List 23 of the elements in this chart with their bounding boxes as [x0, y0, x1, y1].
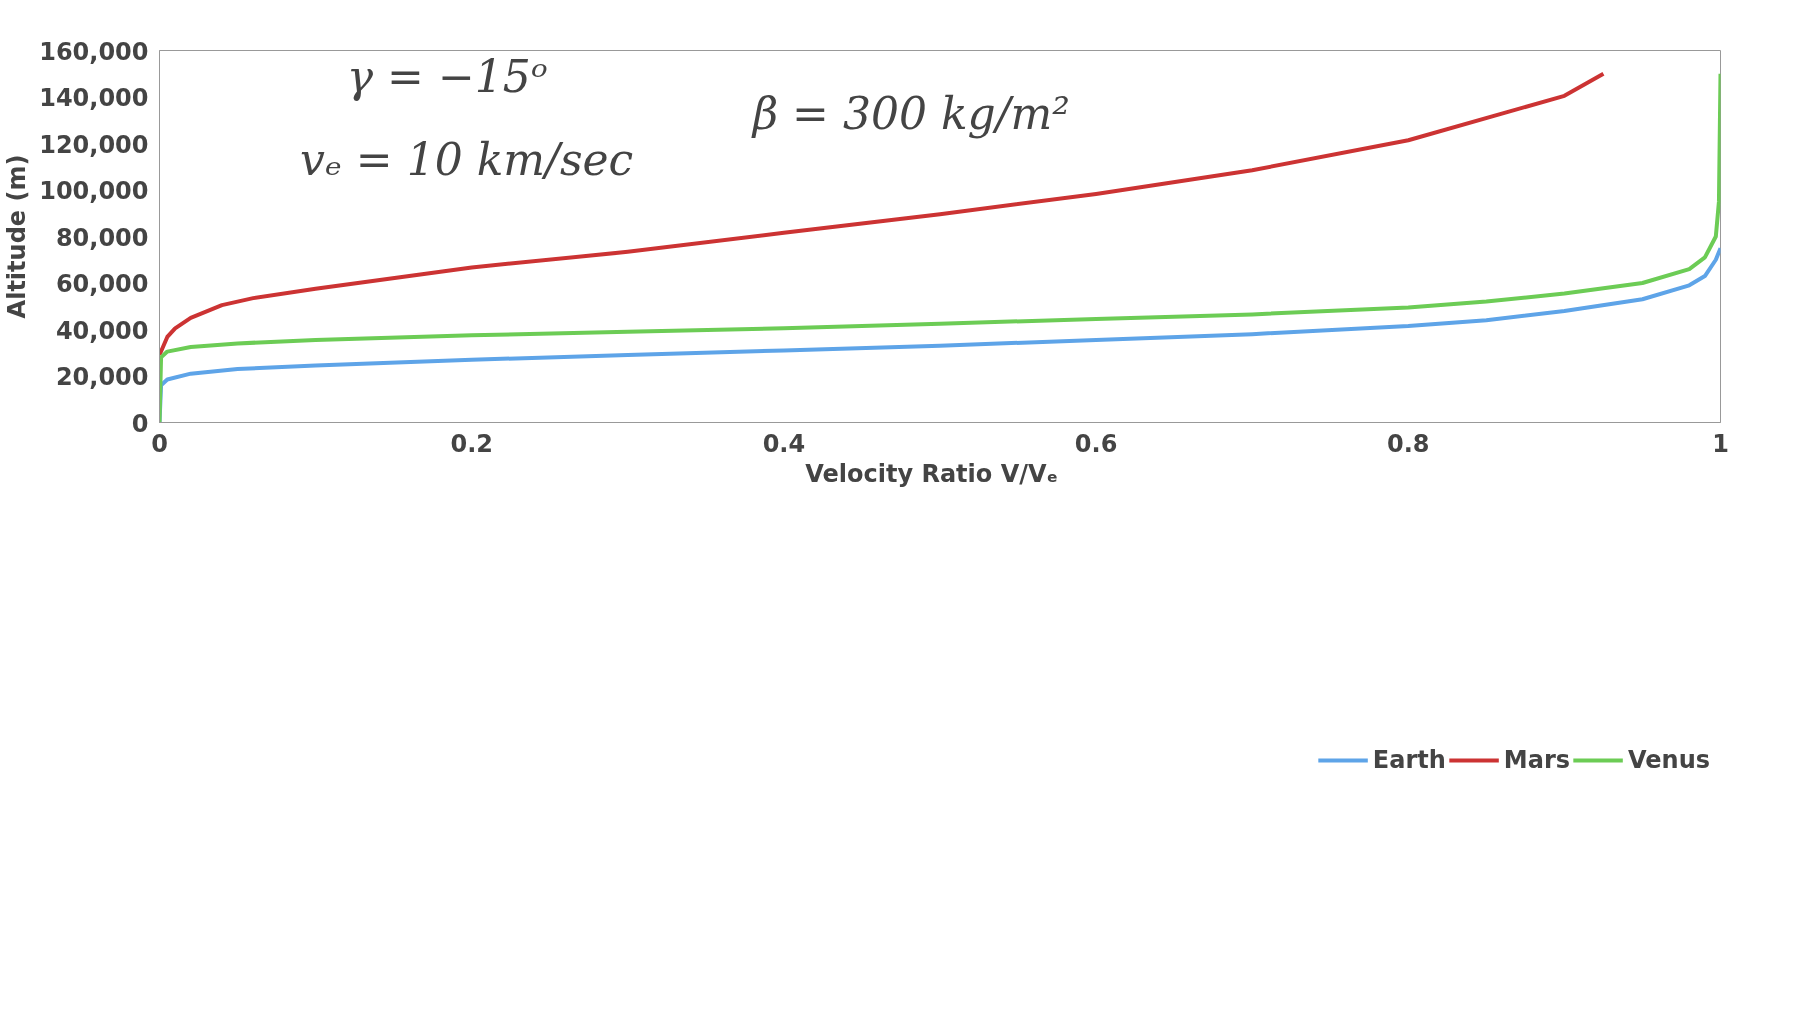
x-tick-label: 1	[1712, 429, 1729, 458]
annotation: β = 300 kg/m²	[750, 87, 1070, 139]
x-tick-label: 0.4	[762, 429, 806, 458]
y-tick-label: 0	[131, 409, 149, 438]
x-tick-label: 0	[151, 429, 168, 458]
annotation: vₑ = 10 km/sec	[299, 134, 634, 186]
y-tick-label: 140,000	[39, 84, 149, 112]
legend-label: Earth	[1372, 746, 1446, 774]
y-tick-label: 40,000	[55, 316, 149, 345]
x-tick-label: 0.8	[1387, 429, 1430, 458]
x-axis-title: Velocity Ratio V/Vₑ	[805, 459, 1059, 488]
y-tick-label: 60,000	[55, 270, 149, 298]
annotation: γ = −15ᵒ	[346, 50, 548, 102]
y-tick-label: 100,000	[39, 177, 149, 205]
legend-label: Mars	[1503, 746, 1570, 774]
y-tick-label: 20,000	[55, 363, 149, 391]
legend-label: Venus	[1628, 746, 1710, 774]
x-tick-label: 0.6	[1074, 429, 1118, 458]
y-axis-title: Altitude (m)	[3, 154, 32, 319]
y-tick-label: 80,000	[55, 223, 149, 252]
y-tick-label: 120,000	[39, 130, 149, 159]
x-tick-label: 0.2	[450, 429, 493, 458]
y-tick-label: 160,000	[39, 37, 149, 66]
